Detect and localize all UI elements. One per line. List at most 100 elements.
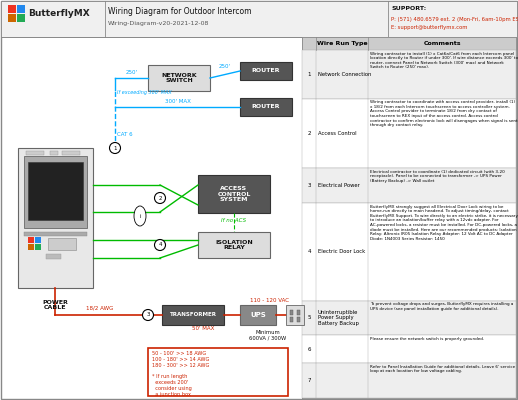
Text: 100 - 180' >> 14 AWG: 100 - 180' >> 14 AWG: [152, 357, 209, 362]
Circle shape: [154, 240, 165, 250]
Bar: [48, 238, 76, 250]
Bar: [302, 363, 516, 398]
Bar: [302, 335, 516, 363]
Bar: [302, 99, 516, 168]
Text: 3: 3: [146, 312, 150, 318]
Text: Uninterruptible
Power Supply
Battery Backup: Uninterruptible Power Supply Battery Bac…: [318, 310, 359, 326]
Text: 1: 1: [113, 146, 117, 150]
Text: ButterflyMX strongly suggest all Electrical Door Lock wiring to be home-run dire: ButterflyMX strongly suggest all Electri…: [370, 205, 518, 241]
Text: ButterflyMX: ButterflyMX: [28, 8, 90, 18]
Text: E: support@butterflymx.com: E: support@butterflymx.com: [391, 26, 468, 30]
Bar: [17, 14, 25, 22]
Text: ROUTER: ROUTER: [252, 68, 280, 74]
Text: Access Control: Access Control: [318, 131, 356, 136]
Text: To prevent voltage drops and surges, ButterflyMX requires installing a UPS devic: To prevent voltage drops and surges, But…: [370, 302, 513, 311]
Bar: [302, 300, 516, 335]
Bar: [240, 98, 292, 116]
Text: P: (571) 480.6579 ext. 2 (Mon-Fri, 6am-10pm EST): P: (571) 480.6579 ext. 2 (Mon-Fri, 6am-1…: [391, 16, 518, 22]
Text: 250': 250': [125, 70, 137, 75]
Circle shape: [142, 310, 153, 320]
Text: CAT 6: CAT 6: [117, 132, 133, 137]
Text: Comments: Comments: [423, 41, 461, 46]
Bar: [286, 305, 304, 325]
Bar: [148, 65, 210, 91]
Text: Electrical Power: Electrical Power: [318, 183, 360, 188]
Text: Wiring Diagram for Outdoor Intercom: Wiring Diagram for Outdoor Intercom: [108, 8, 252, 16]
Bar: [198, 232, 270, 258]
Text: * If run length: * If run length: [152, 374, 188, 379]
Text: 110 - 120 VAC: 110 - 120 VAC: [251, 298, 290, 303]
Bar: [17, 5, 25, 13]
Text: UPS: UPS: [250, 312, 266, 318]
Text: 2: 2: [159, 196, 162, 200]
Text: a junction box: a junction box: [152, 392, 191, 397]
Bar: [302, 203, 516, 300]
Text: Electrical contractor to coordinate (1) dedicated circuit (with 3-20 receptacle): Electrical contractor to coordinate (1) …: [370, 170, 505, 183]
Text: ISOLATION
RELAY: ISOLATION RELAY: [215, 240, 253, 250]
Text: 180 - 300' >> 12 AWG: 180 - 300' >> 12 AWG: [152, 363, 209, 368]
Bar: [50, 151, 58, 155]
Bar: [1, 1, 517, 37]
Text: 50 - 100' >> 18 AWG: 50 - 100' >> 18 AWG: [152, 351, 206, 356]
Text: Refer to Panel Installation Guide for additional details. Leave 6' service loop : Refer to Panel Installation Guide for ad…: [370, 365, 515, 373]
Text: SUPPORT:: SUPPORT:: [391, 6, 426, 12]
Circle shape: [109, 142, 121, 154]
Bar: [8, 5, 16, 13]
Text: TRANSFORMER: TRANSFORMER: [169, 312, 217, 318]
Text: Wiring contractor to install (1) x Cat6a/Cat6 from each Intercom panel location : Wiring contractor to install (1) x Cat6a…: [370, 52, 518, 69]
Text: exceeds 200': exceeds 200': [152, 380, 189, 385]
Bar: [18, 148, 93, 288]
Text: POWER
CABLE: POWER CABLE: [42, 300, 68, 310]
Bar: [35, 244, 41, 250]
Bar: [240, 305, 276, 325]
Bar: [62, 151, 80, 155]
Text: Electric Door Lock: Electric Door Lock: [318, 249, 365, 254]
Text: NETWORK
SWITCH: NETWORK SWITCH: [161, 73, 197, 83]
Bar: [290, 310, 293, 315]
Text: ACCESS
CONTROL
SYSTEM: ACCESS CONTROL SYSTEM: [218, 186, 251, 202]
Text: 5: 5: [307, 316, 311, 320]
Text: 2: 2: [307, 131, 311, 136]
Text: If no ACS: If no ACS: [221, 218, 247, 223]
Bar: [198, 175, 270, 213]
Bar: [302, 37, 516, 398]
Text: 18/2 AWG: 18/2 AWG: [87, 306, 113, 311]
Bar: [26, 151, 44, 155]
Bar: [240, 62, 292, 80]
Text: 4: 4: [159, 242, 162, 248]
Bar: [302, 168, 516, 203]
Bar: [28, 162, 83, 220]
Text: consider using: consider using: [152, 386, 192, 391]
Bar: [297, 317, 300, 322]
Text: Minimum
600VA / 300W: Minimum 600VA / 300W: [249, 330, 286, 341]
Text: 300' MAX: 300' MAX: [165, 99, 191, 104]
Bar: [8, 14, 16, 22]
Bar: [35, 237, 41, 243]
Text: 250': 250': [219, 64, 231, 69]
Text: 7: 7: [307, 378, 311, 383]
Text: Wire Run Type: Wire Run Type: [316, 41, 367, 46]
Ellipse shape: [134, 206, 146, 226]
Text: i: i: [139, 214, 141, 218]
Bar: [162, 305, 224, 325]
Bar: [28, 237, 34, 243]
Bar: [24, 232, 87, 236]
Bar: [297, 310, 300, 315]
Bar: [28, 244, 34, 250]
Text: If exceeding 300' MAX: If exceeding 300' MAX: [117, 90, 172, 95]
Bar: [302, 50, 516, 99]
Circle shape: [154, 192, 165, 204]
Bar: [46, 254, 61, 259]
Text: ROUTER: ROUTER: [252, 104, 280, 110]
Text: 3: 3: [307, 183, 311, 188]
Text: 1: 1: [307, 72, 311, 77]
Text: Network Connection: Network Connection: [318, 72, 371, 77]
Text: 6: 6: [307, 347, 311, 352]
Text: Wiring contractor to coordinate with access control provider, install (1) x 18/2: Wiring contractor to coordinate with acc…: [370, 100, 517, 127]
Bar: [290, 317, 293, 322]
Text: 4: 4: [307, 249, 311, 254]
Text: 50' MAX: 50' MAX: [192, 326, 214, 331]
Text: Wiring-Diagram-v20-2021-12-08: Wiring-Diagram-v20-2021-12-08: [108, 22, 209, 26]
Bar: [148, 348, 288, 396]
Bar: [302, 37, 516, 50]
